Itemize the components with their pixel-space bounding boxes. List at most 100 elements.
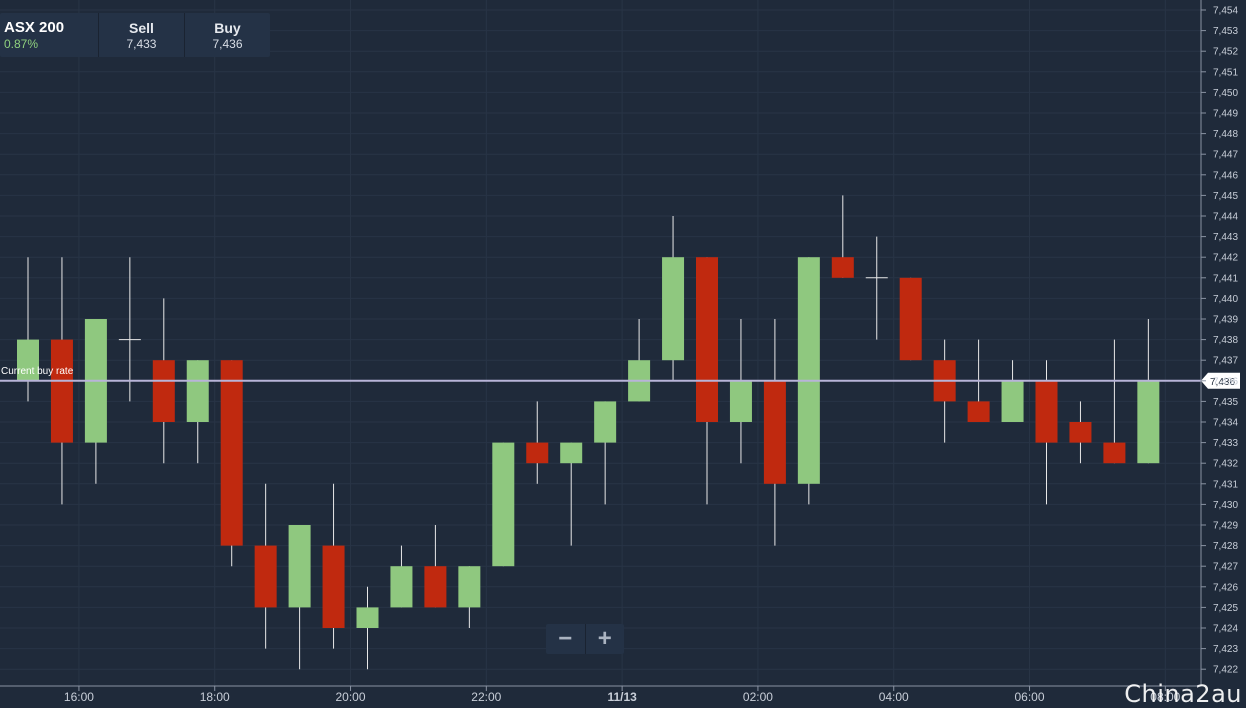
x-tick-label: 06:00 bbox=[1015, 690, 1045, 704]
candle-body bbox=[17, 339, 39, 381]
candle-body bbox=[152, 360, 175, 422]
candle bbox=[1035, 360, 1058, 505]
current-rate: Current buy rate 7,436 bbox=[0, 366, 1240, 389]
y-tick-label: 7,440 bbox=[1213, 294, 1238, 305]
candle-body bbox=[424, 566, 447, 608]
y-tick-label: 7,438 bbox=[1213, 335, 1238, 346]
candle-body bbox=[1069, 422, 1092, 443]
candle bbox=[84, 319, 107, 484]
y-tick-label: 7,442 bbox=[1213, 253, 1238, 264]
ticker-panel: ASX 200 0.87% Sell 7,433 Buy 7,436 bbox=[0, 13, 270, 57]
y-tick-label: 7,445 bbox=[1213, 191, 1238, 202]
y-tick-label: 7,433 bbox=[1213, 438, 1238, 449]
candle bbox=[390, 545, 413, 608]
candle-body bbox=[967, 401, 990, 422]
current-rate-tag bbox=[1201, 372, 1240, 389]
y-tick-label: 7,450 bbox=[1213, 88, 1238, 99]
candle bbox=[254, 483, 277, 649]
candle bbox=[526, 401, 549, 484]
x-tick-label: 16:00 bbox=[64, 690, 94, 704]
x-tick-label: 11/13 bbox=[607, 690, 637, 704]
candle-body bbox=[594, 401, 617, 443]
zoom-out-button[interactable]: − bbox=[546, 624, 586, 654]
y-tick-label: 7,444 bbox=[1213, 212, 1238, 223]
current-rate-label: Current buy rate bbox=[1, 366, 74, 377]
y-tick-label: 7,422 bbox=[1213, 665, 1238, 676]
candle bbox=[492, 442, 515, 567]
candle-body bbox=[526, 442, 549, 464]
instrument-name: ASX 200 bbox=[4, 19, 65, 36]
y-tick-label: 7,454 bbox=[1213, 6, 1238, 17]
candle-body bbox=[763, 380, 786, 484]
x-tick-label: 18:00 bbox=[200, 690, 230, 704]
candle-body bbox=[1001, 380, 1024, 422]
candle-body bbox=[696, 257, 718, 422]
y-tick-label: 7,431 bbox=[1213, 479, 1238, 490]
buy-label: Buy bbox=[214, 19, 241, 36]
candle bbox=[186, 360, 209, 464]
y-tick-label: 7,429 bbox=[1213, 521, 1238, 532]
candle bbox=[729, 319, 752, 464]
sell-price: 7,433 bbox=[126, 36, 157, 51]
zoom-in-button[interactable]: + bbox=[597, 625, 612, 652]
y-tick-label: 7,449 bbox=[1213, 109, 1238, 120]
candle-body bbox=[831, 257, 854, 278]
y-tick-label: 7,432 bbox=[1213, 459, 1238, 470]
candle bbox=[831, 195, 854, 278]
sell-button[interactable]: Sell 7,433 bbox=[99, 13, 185, 57]
candle-body bbox=[356, 607, 379, 628]
x-tick-label: 08:00 bbox=[1150, 690, 1180, 704]
candle-body bbox=[1137, 380, 1160, 464]
x-tick-label: 20:00 bbox=[336, 690, 366, 704]
candle bbox=[628, 319, 651, 402]
y-tick-label: 7,423 bbox=[1213, 644, 1238, 655]
buy-price: 7,436 bbox=[212, 36, 243, 51]
candle-body bbox=[1035, 380, 1058, 443]
y-tick-label: 7,452 bbox=[1213, 47, 1238, 58]
current-rate-value: 7,436 bbox=[1210, 377, 1235, 388]
candle bbox=[288, 525, 311, 670]
y-tick-label: 7,435 bbox=[1213, 397, 1238, 408]
candle bbox=[1069, 401, 1092, 464]
x-tick-label: 22:00 bbox=[471, 690, 501, 704]
y-tick-label: 7,424 bbox=[1213, 624, 1238, 635]
y-tick-label: 7,425 bbox=[1213, 603, 1238, 614]
x-tick-label: 02:00 bbox=[743, 690, 773, 704]
buy-button[interactable]: Buy 7,436 bbox=[185, 13, 270, 57]
candle bbox=[594, 401, 617, 505]
candle bbox=[1103, 339, 1126, 464]
x-tick-label: 04:00 bbox=[879, 690, 909, 704]
candle-body bbox=[390, 566, 413, 608]
instrument-info[interactable]: ASX 200 0.87% bbox=[0, 13, 99, 57]
candle bbox=[1001, 360, 1024, 422]
candle bbox=[118, 257, 141, 402]
candle bbox=[424, 525, 447, 608]
candle bbox=[865, 236, 888, 340]
candle bbox=[220, 360, 243, 567]
y-tick-label: 7,437 bbox=[1213, 356, 1238, 367]
candle-body bbox=[220, 360, 243, 546]
grid bbox=[0, 0, 1201, 686]
candle-body bbox=[729, 380, 752, 422]
y-tick-label: 7,448 bbox=[1213, 129, 1238, 140]
y-tick-label: 7,453 bbox=[1213, 26, 1238, 37]
y-tick-label: 7,451 bbox=[1213, 67, 1238, 78]
candle bbox=[322, 483, 345, 649]
y-tick-label: 7,428 bbox=[1213, 541, 1238, 552]
y-tick-label: 7,436 bbox=[1213, 376, 1238, 387]
candle-body bbox=[254, 545, 277, 608]
candle-body bbox=[1103, 442, 1126, 464]
candles bbox=[17, 195, 1160, 670]
x-axis: 16:00 18:00 20:00 22:00 11/13 02:00 04:00 06:00… bbox=[0, 685, 1201, 704]
candle-body bbox=[50, 339, 73, 443]
candle-body bbox=[458, 566, 481, 608]
candle-body bbox=[288, 525, 311, 608]
watermark: China2au bbox=[1124, 680, 1242, 708]
y-tick-label: 7,430 bbox=[1213, 500, 1238, 511]
y-tick-label: 7,439 bbox=[1213, 315, 1238, 326]
candle bbox=[899, 277, 922, 361]
candle-body bbox=[492, 442, 515, 567]
y-axis: 7,422 7,423 7,424 7,425 7,426 7,427 7,428 7,429… bbox=[1200, 0, 1238, 686]
y-tick-label: 7,427 bbox=[1213, 562, 1238, 573]
